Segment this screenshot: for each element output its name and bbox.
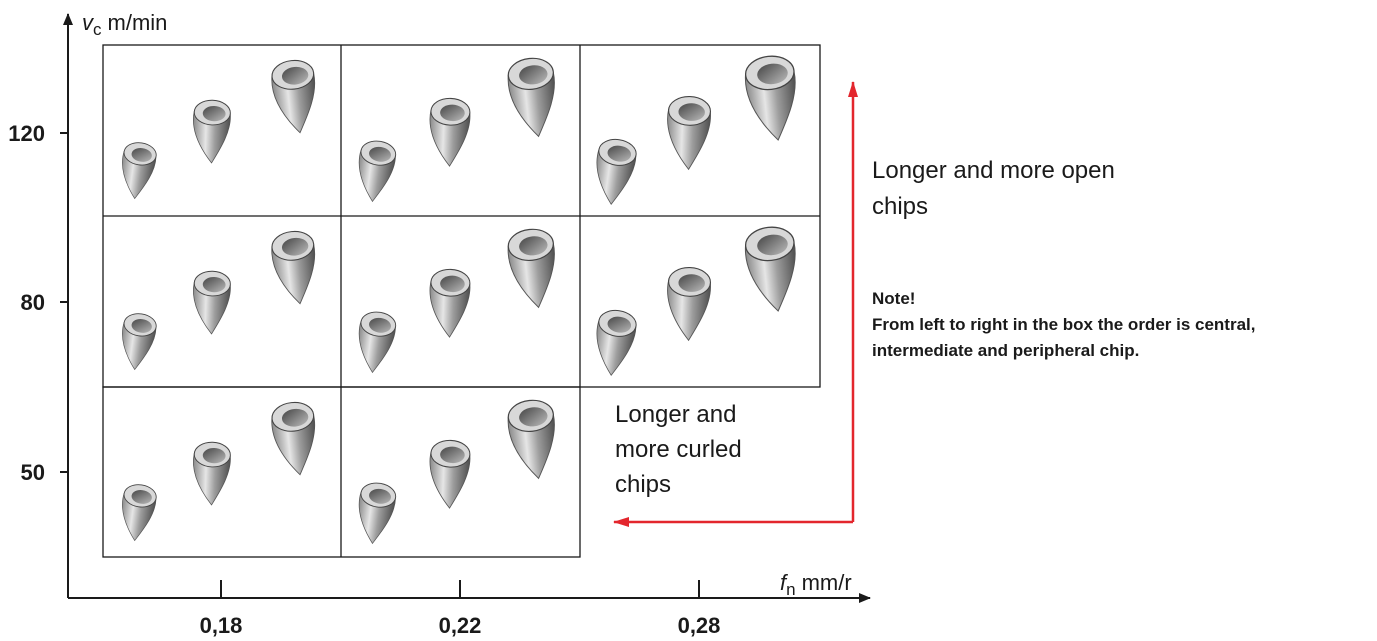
chip	[744, 55, 796, 141]
chip-hole	[519, 236, 548, 256]
chip	[596, 138, 637, 205]
x-tick-label: 0,28	[678, 613, 721, 638]
x-axis-unit: mm/r	[802, 570, 852, 595]
chip-hole	[440, 446, 465, 464]
chip	[667, 267, 712, 342]
chip	[271, 230, 316, 305]
chip-hole	[281, 237, 309, 256]
chip-hole	[131, 148, 152, 162]
y-axis-unit: m/min	[108, 10, 168, 35]
chip	[429, 97, 471, 167]
chip-hole	[202, 105, 226, 122]
x-axis-subscript: n	[786, 580, 795, 599]
text-line: more curled	[615, 436, 742, 463]
chip-hole	[607, 316, 632, 333]
chip	[744, 226, 796, 312]
chip	[358, 140, 397, 203]
chip	[507, 399, 555, 480]
text-line: intermediate and peripheral chip.	[872, 341, 1139, 360]
chip	[596, 309, 637, 376]
chip	[192, 270, 231, 335]
x-axis-symbol: f	[780, 570, 789, 595]
y-tick-label: 120	[8, 121, 45, 146]
chip-hole	[519, 65, 548, 85]
chip	[271, 59, 316, 134]
y-axis-symbol: v	[82, 10, 95, 35]
chip	[192, 441, 231, 506]
chip-hole	[519, 407, 548, 427]
chip-hole	[202, 276, 226, 293]
chip-grid	[102, 44, 821, 558]
note-title: Note!	[872, 289, 915, 308]
y-tick-label: 50	[21, 460, 45, 485]
y-ticks: 120 80 50	[8, 121, 68, 485]
note-body: From left to right in the box the order …	[872, 315, 1255, 360]
y-tick-label: 80	[21, 290, 45, 315]
chip-hole	[678, 274, 705, 292]
x-tick-label: 0,18	[200, 613, 243, 638]
chip	[429, 439, 471, 509]
chip	[192, 99, 231, 164]
chip-hole	[131, 490, 152, 504]
curled-chips-text: Longer and more curled chips	[615, 401, 742, 498]
chip	[507, 228, 555, 309]
chip-hole	[757, 63, 788, 85]
chip	[358, 311, 397, 374]
chip-hole	[607, 145, 632, 162]
chip	[358, 482, 397, 545]
text-line: Longer and more open	[872, 157, 1115, 184]
chip	[271, 401, 316, 476]
chip-hole	[369, 317, 391, 333]
chip-hole	[440, 275, 465, 293]
chip-hole	[369, 146, 391, 162]
text-line: From left to right in the box the order …	[872, 315, 1255, 334]
chip-hole	[440, 104, 465, 122]
y-axis-label: vc m/min	[82, 10, 167, 39]
chip-hole	[369, 488, 391, 504]
chip	[507, 57, 555, 138]
text-line: chips	[615, 471, 671, 498]
chip-hole	[281, 408, 309, 427]
x-axis-label: fn mm/r	[780, 570, 852, 599]
x-tick-label: 0,22	[439, 613, 482, 638]
chip	[122, 313, 157, 371]
chip-images	[122, 55, 796, 545]
chip	[122, 484, 157, 542]
chip	[122, 142, 157, 200]
open-chips-text: Longer and more open chips	[872, 157, 1115, 220]
chip-hole	[202, 447, 226, 464]
chip	[429, 268, 471, 338]
chip-hole	[678, 103, 705, 121]
y-axis-subscript: c	[93, 20, 102, 39]
x-ticks: 0,18 0,22 0,28	[200, 580, 721, 638]
text-line: chips	[872, 193, 928, 220]
chip-hole	[281, 66, 309, 85]
text-line: Longer and	[615, 401, 736, 428]
chip	[667, 96, 712, 171]
chip-hole	[757, 234, 788, 256]
chip-hole	[131, 319, 152, 333]
